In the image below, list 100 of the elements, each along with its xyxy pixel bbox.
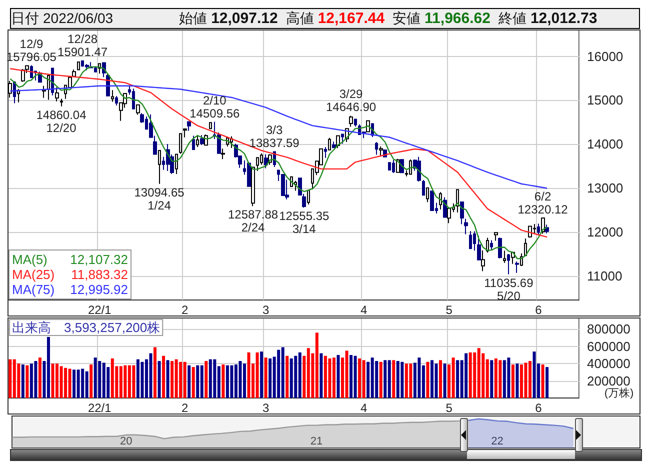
- bar: [81, 368, 84, 398]
- bar: [183, 362, 186, 398]
- bar: [516, 364, 519, 398]
- text: 12587.88 2/24: [228, 208, 278, 235]
- y-tick-label: 15000: [587, 92, 624, 108]
- text: 始値 12,097.12: [179, 10, 278, 27]
- candlestick: [179, 133, 182, 154]
- bar: [354, 356, 357, 398]
- bar: [17, 364, 20, 398]
- text: 14860.04 12/20: [36, 108, 86, 135]
- bar: [396, 361, 400, 398]
- bar: [192, 367, 195, 398]
- bar: [30, 364, 33, 398]
- bar: [158, 361, 161, 398]
- chart-title: 出来高 3,593,257,200株: [12, 320, 160, 335]
- text: MA(75): [12, 282, 55, 297]
- candlestick: [256, 157, 259, 172]
- bar: [370, 358, 374, 398]
- candlestick: [460, 201, 464, 225]
- candlestick: [183, 128, 187, 138]
- bar: [140, 362, 144, 398]
- bar: [124, 365, 127, 398]
- bar: [268, 358, 272, 398]
- y-tick-label: 200000: [587, 373, 630, 388]
- bar: [110, 358, 114, 398]
- x-tick-label: 4: [360, 303, 368, 317]
- candlestick: [515, 261, 519, 274]
- bar: [400, 362, 404, 398]
- bar: [222, 364, 225, 398]
- bar: [132, 365, 136, 398]
- bar: [34, 361, 38, 398]
- bar: [72, 370, 76, 398]
- x-tick-label: 22/1: [88, 303, 112, 317]
- bar: [260, 352, 264, 398]
- candlestick: [430, 190, 434, 211]
- bar: [12, 359, 16, 398]
- candlestick: [264, 154, 268, 169]
- bar: [528, 361, 532, 398]
- bar: [68, 368, 72, 398]
- text: 3/29 14646.90: [326, 87, 376, 114]
- bar: [208, 359, 212, 398]
- x-tick-label: 2: [181, 401, 188, 415]
- annotation: 11,883.32: [71, 267, 128, 282]
- bar: [320, 353, 323, 398]
- candlestick: [85, 64, 89, 71]
- bar: [188, 365, 191, 398]
- x-tick-label: 4: [360, 401, 368, 415]
- bar: [200, 365, 204, 398]
- bar: [76, 370, 80, 398]
- bar: [379, 362, 382, 398]
- bar: [149, 353, 152, 398]
- bar: [434, 364, 438, 398]
- candlestick: [158, 150, 161, 184]
- bar: [328, 358, 332, 398]
- x-tick-label: 5: [446, 303, 453, 317]
- bar: [128, 365, 131, 398]
- y-tick-label: 800000: [587, 322, 630, 337]
- text: 終値 12,012.73: [498, 10, 598, 27]
- bar: [541, 364, 544, 398]
- bar: [213, 359, 216, 398]
- candlestick: [21, 68, 25, 82]
- candlestick: [115, 96, 118, 106]
- bar: [494, 358, 498, 398]
- candlestick: [537, 223, 540, 236]
- bar: [332, 358, 336, 398]
- bar: [498, 360, 502, 398]
- bar: [162, 356, 166, 398]
- candlestick: [375, 142, 378, 156]
- bar: [464, 353, 468, 398]
- bar: [546, 367, 549, 398]
- bar: [102, 362, 106, 398]
- bar: [306, 348, 310, 398]
- text: 高値 12,167.44: [286, 10, 385, 27]
- bar: [85, 371, 88, 398]
- line-series: [10, 85, 548, 189]
- bar: [26, 365, 29, 398]
- bar: [473, 352, 476, 398]
- candlestick: [175, 154, 178, 175]
- text: MA(25): [12, 267, 55, 282]
- bar: [443, 364, 446, 398]
- annotation: 12,107.32: [70, 252, 128, 267]
- candlestick: [77, 62, 80, 70]
- candlestick: [388, 162, 391, 171]
- bar: [234, 364, 238, 398]
- bar: [520, 364, 523, 398]
- candlestick: [443, 196, 447, 218]
- bar: [281, 347, 284, 398]
- candlestick: [8, 80, 12, 98]
- candlestick: [132, 88, 135, 110]
- bar: [477, 348, 480, 398]
- candlestick: [336, 135, 340, 149]
- candlestick: [196, 134, 199, 148]
- bar: [315, 332, 318, 398]
- bar: [242, 364, 246, 398]
- bar: [418, 358, 421, 398]
- candlestick: [417, 156, 421, 182]
- y-tick-label: 12000: [587, 224, 624, 240]
- bar: [358, 358, 362, 398]
- bar: [324, 356, 327, 398]
- text: 13094.65 1/24: [134, 185, 184, 212]
